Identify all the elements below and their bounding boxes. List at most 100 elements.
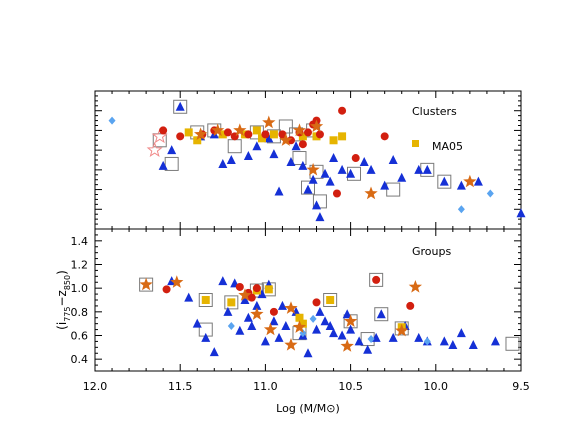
blue-triangle-point [243, 312, 253, 322]
tick-marks [94, 90, 522, 372]
yellow-square-point [269, 130, 278, 139]
orange-star-point [284, 338, 298, 351]
blue-triangle-point [226, 155, 236, 164]
blue-triangle-point [439, 176, 449, 186]
blue-triangle-point [235, 325, 245, 335]
x-tick-label: 11.5 [168, 380, 193, 393]
panel-label-clusters: Clusters [412, 105, 457, 118]
orange-star-point [292, 320, 307, 333]
orange-star-point [395, 323, 409, 337]
blue-triangle-point [354, 336, 364, 346]
blue-triangle-point [329, 328, 339, 338]
blue-triangle-point [490, 336, 500, 346]
blue-triangle-point [264, 133, 274, 143]
orange-star-point [408, 280, 422, 293]
open-box-point [437, 174, 452, 189]
blue-triangle-point [473, 176, 483, 186]
y-axis-label-sub-775: 775 [63, 307, 72, 322]
blue-triangle-point [320, 316, 330, 326]
open-star-point [146, 141, 163, 157]
blue-triangle-point [223, 306, 233, 316]
blue-triangle-point [337, 330, 347, 340]
blue-triangle-point [218, 276, 228, 286]
red-dot-point [235, 282, 244, 291]
open-box-point [347, 166, 362, 181]
red-dot-point [406, 301, 415, 310]
blue-triangle-point [252, 141, 262, 151]
yellow-square-point [264, 285, 273, 294]
blue-triangle-point [414, 164, 424, 174]
yellow-square-point [227, 298, 236, 307]
x-tick-label: 10.5 [338, 380, 363, 393]
blue-triangle-point [298, 160, 308, 170]
y-tick-label: 0.6 [71, 330, 89, 343]
open-box-point [198, 293, 213, 307]
blue-triangle-point [346, 324, 356, 334]
yellow-square-point [257, 134, 266, 143]
blue-triangle-point [346, 168, 356, 178]
blue-triangle-point [456, 180, 466, 190]
blue-triangle-point [175, 101, 185, 111]
orange-star-point [263, 322, 278, 336]
blue-triangle-point [315, 306, 325, 316]
yellow-square-point [193, 136, 202, 145]
open-box-point [323, 293, 338, 307]
orange-star-point [463, 174, 477, 188]
blue-triangle-point [439, 336, 449, 346]
open-box-point [152, 133, 167, 148]
blue-triangle-point [312, 324, 322, 334]
blue-triangle-point [325, 176, 335, 186]
orange-star-point [343, 314, 358, 327]
legend-marker-ma05 [412, 140, 419, 147]
red-dot-point [162, 285, 171, 294]
orange-star-point [262, 115, 276, 129]
yellow-square-point [298, 132, 307, 141]
blue-triangle-point [397, 172, 407, 182]
blue-triangle-point [308, 174, 318, 184]
orange-star-point [194, 127, 208, 140]
yellow-square-point [184, 128, 193, 137]
y-axis-label-sub-850: 850 [63, 275, 72, 290]
blue-triangle-point [329, 153, 339, 163]
yellow-square-point [298, 319, 307, 328]
red-dot-point [252, 284, 261, 293]
yellow-square-point [252, 126, 261, 135]
blue-triangle-point [388, 155, 398, 164]
orange-star-point [279, 133, 293, 146]
light-blue-diamond-point [423, 337, 431, 346]
open-box-point [173, 99, 188, 114]
red-dot-point [244, 130, 253, 139]
blue-triangle-point [281, 321, 291, 331]
y-axis-label-minus-z: −z [55, 290, 69, 306]
red-dot-point [269, 307, 278, 316]
blue-triangle-point [158, 160, 168, 170]
blue-triangle-point [315, 212, 325, 222]
red-dot-point [176, 132, 185, 141]
red-dot-point [261, 130, 270, 139]
open-box-point [369, 272, 384, 287]
x-tick-label: 9.5 [512, 380, 530, 393]
red-dot-point [372, 275, 381, 284]
light-blue-diamond-point [309, 314, 317, 323]
y-axis-label-text: (i775−z850) [55, 270, 72, 330]
blue-triangle-point [274, 332, 284, 342]
red-dot-point [380, 132, 389, 141]
yellow-square-point [338, 132, 347, 141]
orange-star-point [284, 301, 298, 314]
blue-triangle-point [269, 149, 279, 159]
legend-label-ma05: MA05 [432, 140, 463, 153]
blue-triangle-point [422, 164, 432, 174]
blue-triangle-point [247, 321, 257, 331]
red-dot-point [351, 154, 360, 163]
blue-triangle-point [269, 316, 279, 326]
red-dot-point [223, 128, 232, 137]
yellow-square-point [329, 136, 338, 145]
blue-triangle-point [303, 184, 313, 194]
light-blue-diamond-point [486, 189, 494, 198]
blue-triangle-point [274, 186, 284, 196]
orange-star-point [309, 119, 324, 133]
blue-triangle-point [286, 156, 296, 166]
blue-triangle-point [516, 208, 526, 218]
y-axis-label: (i775−z850) [55, 270, 72, 330]
y-axis-label-base: (i [55, 322, 69, 330]
